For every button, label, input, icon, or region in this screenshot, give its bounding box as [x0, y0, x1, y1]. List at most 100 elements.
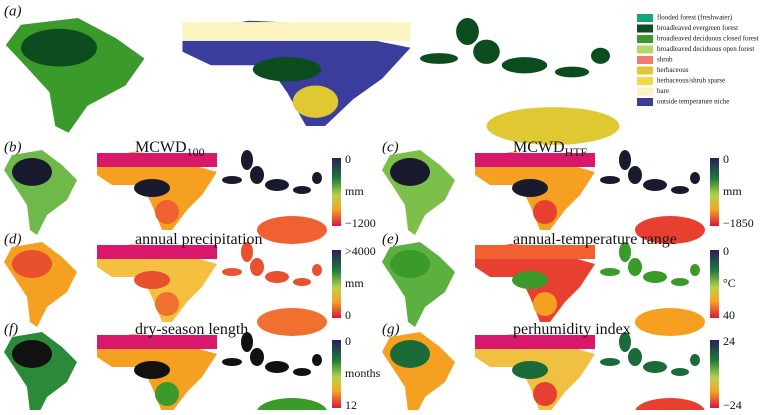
panel-label: (d)	[4, 231, 22, 247]
island	[554, 66, 590, 78]
island	[643, 361, 667, 373]
region	[134, 271, 170, 289]
legend-label: broadleaved deciduous closed forest	[657, 35, 759, 43]
colorbar-unit: mm	[723, 184, 742, 198]
island	[671, 278, 689, 286]
colorbar	[332, 158, 341, 226]
legend-swatch	[637, 24, 653, 33]
colorbar-bottom: 40	[723, 308, 735, 322]
colorbar-unit: months	[345, 366, 381, 380]
region	[533, 292, 557, 316]
colorbar-unit: °C	[723, 276, 736, 290]
island	[643, 271, 667, 283]
island	[250, 258, 264, 276]
colorbar-bottom: −1850	[723, 216, 754, 230]
region	[475, 153, 595, 167]
legend-label: flooded forest (freshwater)	[657, 14, 733, 22]
island	[671, 186, 689, 194]
panel-title: annual precipitation	[135, 231, 263, 248]
australia	[257, 216, 327, 244]
panel-title: MCWD100	[135, 139, 205, 159]
region	[475, 335, 595, 349]
island	[628, 258, 642, 276]
island	[312, 354, 322, 366]
colorbar-bottom: −24	[723, 398, 742, 410]
island	[619, 150, 631, 170]
region	[21, 28, 98, 67]
panel-label: (e)	[382, 231, 399, 247]
island	[312, 172, 322, 184]
region	[155, 382, 179, 406]
island	[619, 332, 631, 352]
colorbar-unit: mm	[345, 184, 364, 198]
region	[97, 153, 217, 167]
map-panel	[4, 332, 327, 415]
region	[533, 200, 557, 224]
panel-label: (f)	[4, 321, 18, 337]
island	[293, 278, 311, 286]
region	[155, 200, 179, 224]
title-text: MCWD	[513, 139, 565, 156]
colorbar-bottom: 12	[345, 398, 357, 410]
colorbar	[332, 250, 341, 318]
region	[390, 250, 430, 278]
australia	[635, 216, 705, 244]
panel-title: annual-temperature range	[513, 231, 677, 248]
island	[265, 179, 289, 191]
colorbar-top: 0	[723, 152, 729, 166]
legend-swatch	[637, 77, 653, 85]
legend-label: shrub	[657, 56, 673, 64]
colorbar-unit: mm	[345, 276, 364, 290]
region	[292, 85, 339, 118]
legend-swatch	[637, 45, 653, 54]
panel-label: (g)	[382, 321, 400, 337]
panel-label: (a)	[4, 3, 22, 19]
island	[265, 361, 289, 373]
island	[222, 358, 242, 366]
region	[475, 245, 595, 259]
island	[456, 18, 479, 45]
island	[628, 348, 642, 366]
colorbar	[710, 158, 719, 226]
island	[241, 150, 253, 170]
region	[97, 245, 217, 259]
region	[390, 340, 430, 368]
map-panel	[5, 18, 620, 145]
island	[420, 53, 459, 64]
island	[501, 57, 548, 74]
island	[265, 271, 289, 283]
map-panel	[4, 150, 327, 244]
title-text: annual-temperature range	[513, 231, 677, 248]
region	[182, 22, 411, 41]
island	[690, 354, 700, 366]
region	[134, 361, 170, 379]
legend-swatch	[637, 66, 653, 75]
region	[155, 292, 179, 316]
colorbar-top: >4000	[345, 244, 376, 258]
island	[628, 166, 642, 184]
island	[222, 176, 242, 184]
island	[293, 186, 311, 194]
title-text: dry-season length	[135, 321, 248, 338]
map-panel	[382, 332, 705, 415]
title-text: MCWD	[135, 139, 187, 156]
title-subscript: 100	[187, 145, 205, 159]
island	[690, 172, 700, 184]
panel-title: perhumidity index	[513, 321, 631, 338]
island	[600, 358, 620, 366]
colorbar-bottom: 0	[345, 308, 351, 322]
island	[600, 268, 620, 276]
island	[671, 368, 689, 376]
map-panel	[382, 150, 705, 244]
region	[134, 179, 170, 197]
australia	[635, 308, 705, 336]
title-subscript: HTF	[565, 145, 588, 159]
australia	[635, 398, 705, 415]
title-text: perhumidity index	[513, 321, 631, 338]
colorbar	[332, 340, 341, 408]
island	[241, 332, 253, 352]
island	[241, 242, 253, 262]
island	[250, 348, 264, 366]
region	[12, 340, 52, 368]
